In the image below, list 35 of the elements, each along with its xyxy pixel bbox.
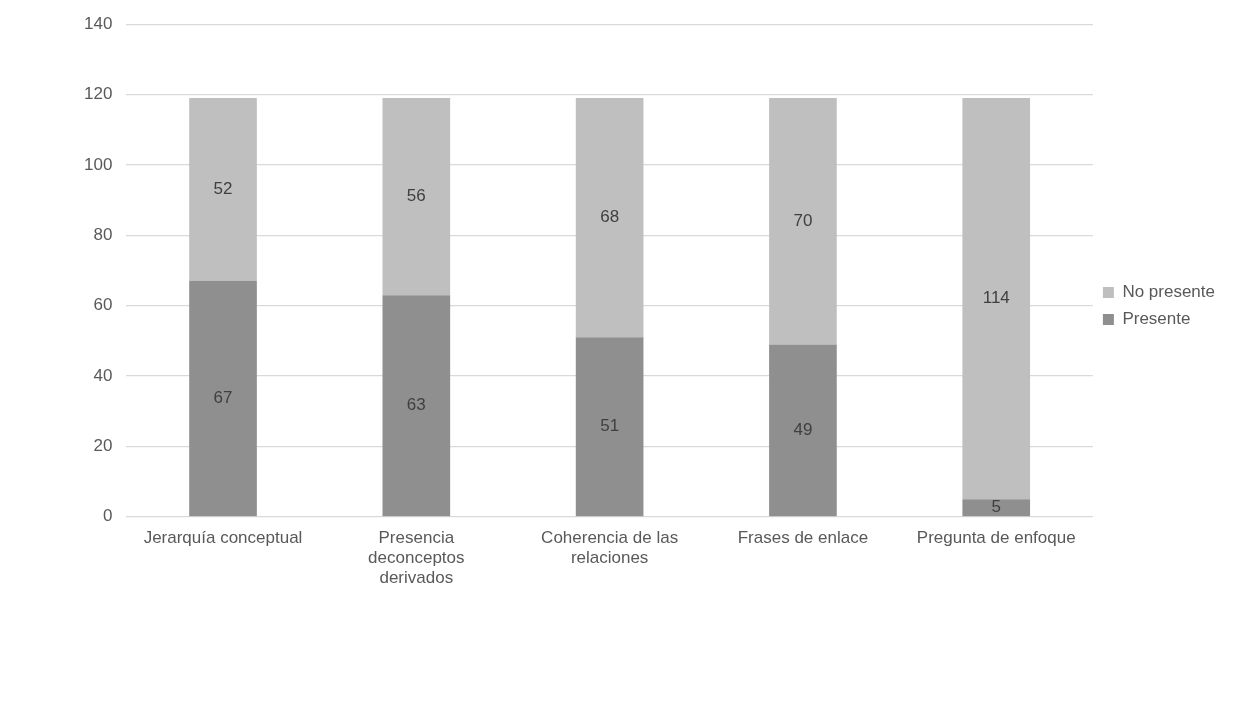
data-label: 67	[213, 388, 233, 408]
bar	[962, 98, 1031, 500]
bar	[189, 281, 257, 517]
data-label: 51	[600, 416, 620, 436]
y-tick-label: 0	[102, 506, 113, 526]
legend-label: Presente	[1122, 309, 1191, 329]
bar	[769, 344, 837, 517]
data-label: 49	[793, 419, 813, 439]
data-label: 63	[406, 395, 426, 415]
x-tick-label: Frases de enlace	[737, 527, 869, 547]
legend-label: No presente	[1122, 282, 1216, 302]
y-tick-label: 140	[83, 13, 113, 33]
bar	[382, 98, 451, 296]
data-label: 114	[982, 288, 1010, 308]
data-label: 68	[600, 207, 620, 227]
y-tick-label: 40	[93, 365, 113, 385]
data-label: 5	[991, 497, 1001, 517]
y-tick-label: 20	[93, 436, 113, 456]
y-tick-label: 60	[93, 295, 113, 315]
bar	[382, 295, 451, 517]
bar	[575, 98, 644, 338]
y-tick-label: 80	[93, 225, 113, 244]
bar	[769, 98, 837, 345]
x-tick-label: Presencia deconceptos derivados	[368, 527, 465, 588]
data-label: 70	[793, 210, 813, 230]
bar	[189, 98, 257, 282]
x-tick-label: Pregunta de enfoque	[916, 527, 1076, 547]
data-label: 56	[406, 186, 426, 206]
data-label: 52	[213, 179, 233, 199]
x-tick-label: Jerarquía conceptual	[143, 527, 303, 547]
x-tick-label: Coherencia de las relaciones	[541, 527, 679, 568]
y-tick-label: 100	[83, 154, 113, 174]
bar	[962, 499, 1031, 517]
bar	[575, 337, 644, 517]
y-tick-label: 120	[83, 84, 113, 104]
